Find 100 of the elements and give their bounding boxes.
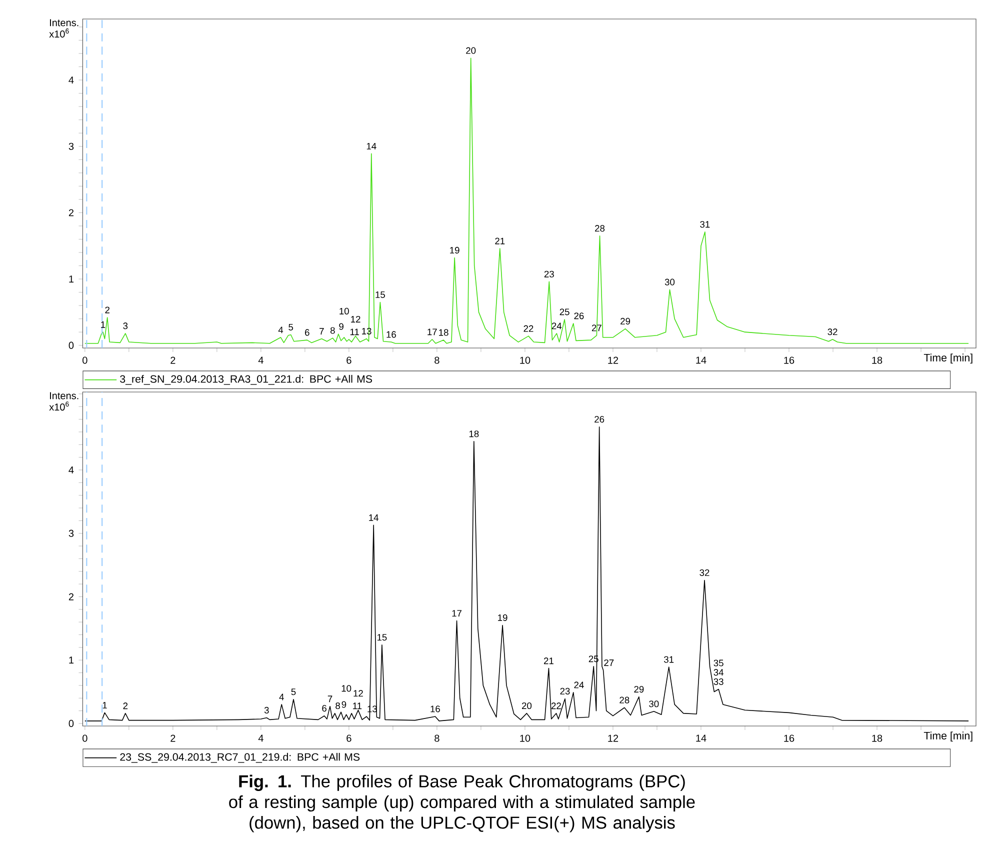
x-tick-label: 18 xyxy=(872,734,882,742)
x-tick-label: 0 xyxy=(82,734,88,742)
legend-label: 23_SS_29.04.2013_RC7_01_219.d: BPC +All MS xyxy=(120,752,360,763)
annotation: 33 xyxy=(714,678,724,685)
x-tick-label: 4 xyxy=(258,356,264,364)
annotation: 2 xyxy=(123,702,128,710)
x-tick-label: 4 xyxy=(258,734,264,742)
annotation: 19 xyxy=(498,614,508,621)
x-tick-label: 14 xyxy=(696,356,706,364)
x-tick-label: 18 xyxy=(872,356,882,364)
text: Fig. 1. The profiles of Base Peak Chromatograms (BPC) of a resting sample (up) compared with a stimulated sample (down), based on the UPLC-QTOF ESI(+) MS analysis xyxy=(229,774,695,832)
annotation: 35 xyxy=(714,660,724,666)
annotation: 2 xyxy=(105,306,110,314)
x-tick-label: 2 xyxy=(170,356,176,364)
x-tick-label: 12 xyxy=(608,356,618,364)
annotation: 30 xyxy=(649,700,659,708)
annotation: 17 xyxy=(428,328,437,336)
annotation: 24 xyxy=(574,682,584,688)
annotation: 27 xyxy=(604,659,614,666)
y-tick-label: 1 xyxy=(69,276,74,282)
annotation: 17 xyxy=(452,610,462,617)
x-tick-label: 8 xyxy=(434,356,440,364)
annotation: 3 xyxy=(264,706,269,714)
annotation: 26 xyxy=(594,416,604,423)
x-tick-label: 16 xyxy=(784,734,794,742)
annotation: 8 xyxy=(330,327,335,334)
x-axis-title: Time [min] xyxy=(924,732,972,742)
line-series xyxy=(84,426,969,722)
annotation: 29 xyxy=(620,318,630,324)
annotation: 7 xyxy=(328,696,332,702)
annotation: 34 xyxy=(714,669,724,676)
annotation: 26 xyxy=(574,312,584,320)
annotation: 5 xyxy=(288,324,294,330)
x-tick-label: 10 xyxy=(520,734,530,742)
annotation: 14 xyxy=(366,142,376,150)
x-tick-label: 8 xyxy=(434,734,440,742)
annotation: 3 xyxy=(123,322,128,330)
y-tick-label: 2 xyxy=(68,209,74,216)
annotation: 5 xyxy=(291,688,296,696)
annotation: 9 xyxy=(339,323,344,330)
annotation: 6 xyxy=(305,329,310,336)
annotation: 20 xyxy=(522,702,532,710)
x-tick-label: 14 xyxy=(696,734,706,742)
annotation: 14 xyxy=(369,514,378,521)
annotation: 23 xyxy=(544,270,554,278)
y-axis-title: Intens. x10$^{6}$ xyxy=(49,392,78,411)
annotation: 4 xyxy=(278,326,284,334)
y-tick-label: 4 xyxy=(68,466,74,474)
annotation: 10 xyxy=(342,685,352,692)
annotation: 15 xyxy=(376,291,385,298)
annotation: 21 xyxy=(495,238,505,244)
annotation: 19 xyxy=(450,246,460,254)
annotation: 30 xyxy=(664,278,675,286)
annotation: 20 xyxy=(466,47,476,54)
y-axis-title: Intens. x10$^{6}$ xyxy=(49,19,78,38)
annotation: 16 xyxy=(430,706,440,712)
annotation: 1 xyxy=(102,702,107,708)
y-tick-label: 1 xyxy=(69,656,74,664)
y-tick-label: 0 xyxy=(68,720,74,728)
annotation: 25 xyxy=(560,308,570,316)
annotation: 23 xyxy=(560,688,570,694)
annotation: 7 xyxy=(320,328,324,334)
annotation: 29 xyxy=(634,686,644,693)
annotation: 15 xyxy=(377,634,387,641)
y-tick-label: 0 xyxy=(68,342,74,349)
y-tick-label: 4 xyxy=(68,76,74,84)
y-tick-label: 2 xyxy=(68,593,74,600)
annotation: 11 xyxy=(350,328,359,336)
annotation: 8 xyxy=(336,702,340,710)
annotation: 31 xyxy=(700,221,710,228)
x-tick-label: 6 xyxy=(346,356,352,364)
annotation: 12 xyxy=(351,316,360,322)
y-tick-label: 3 xyxy=(68,530,74,537)
y-tick-label: 3 xyxy=(68,142,74,150)
annotation: 28 xyxy=(595,225,605,232)
annotation: 28 xyxy=(620,696,630,704)
legend-label: 3_ref_SN_29.04.2013_RA3_01_221.d: BPC +All MS xyxy=(120,374,372,385)
annotation: 4 xyxy=(279,694,284,700)
annotation: 22 xyxy=(551,702,561,710)
x-tick-label: 12 xyxy=(608,734,618,742)
annotation: 18 xyxy=(469,430,479,438)
annotation: 12 xyxy=(354,690,363,697)
annotation: 31 xyxy=(664,656,674,663)
annotation: 32 xyxy=(828,328,838,336)
x-tick-label: 6 xyxy=(346,734,352,742)
annotation: 6 xyxy=(322,705,326,712)
annotation: 16 xyxy=(386,331,396,338)
x-tick-label: 16 xyxy=(784,356,794,364)
annotation: 21 xyxy=(544,658,554,664)
annotation: 1 xyxy=(101,321,106,328)
x-tick-label: 0 xyxy=(82,356,88,364)
x-tick-label: 2 xyxy=(170,734,176,742)
x-tick-label: 10 xyxy=(520,356,530,364)
annotation: 10 xyxy=(340,308,349,314)
annotation: 9 xyxy=(342,701,346,708)
annotation: 22 xyxy=(524,325,534,332)
annotation: 18 xyxy=(439,329,448,336)
annotation: 11 xyxy=(353,702,362,710)
x-axis-title: Time [min] xyxy=(924,354,972,364)
annotation: 32 xyxy=(700,569,710,576)
